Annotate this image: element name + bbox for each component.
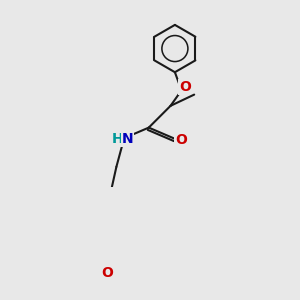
Text: O: O: [179, 80, 191, 94]
Text: O: O: [101, 266, 113, 280]
Text: H: H: [112, 132, 123, 146]
Text: O: O: [175, 133, 187, 147]
Text: N: N: [122, 132, 134, 146]
